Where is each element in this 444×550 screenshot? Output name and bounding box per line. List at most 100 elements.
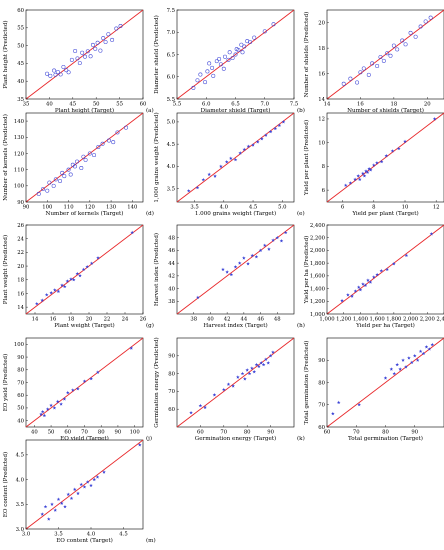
data-point xyxy=(40,298,45,302)
x-tick-label: 14 xyxy=(324,102,331,108)
data-point xyxy=(198,403,203,408)
x-tick-label: 5.5 xyxy=(173,102,181,108)
data-point xyxy=(39,412,43,416)
data-point xyxy=(69,496,74,500)
data-point xyxy=(89,261,94,265)
x-tick-label: 4.5 xyxy=(249,205,257,211)
y-tick-label: 40 xyxy=(17,418,24,424)
data-point xyxy=(390,149,395,153)
x-tick-label: 1,800 xyxy=(386,317,402,323)
data-point xyxy=(77,61,82,66)
data-point xyxy=(69,57,74,62)
data-point xyxy=(264,357,268,361)
data-point xyxy=(95,475,100,479)
y-axis-title: Harvest index (Predicted) xyxy=(153,233,160,306)
data-point xyxy=(221,267,225,272)
data-point xyxy=(428,15,433,20)
data-point xyxy=(89,483,93,488)
data-point xyxy=(221,66,226,71)
data-point xyxy=(201,177,206,182)
panel-label: (e) xyxy=(297,210,305,217)
y-tick-label: 110 xyxy=(14,167,25,173)
x-tick-label: 80 xyxy=(98,430,105,436)
y-axis-title: Number of shields (Predicted) xyxy=(303,12,310,98)
data-point xyxy=(186,188,191,193)
data-point xyxy=(367,166,371,171)
y-tick-label: 50 xyxy=(17,406,24,412)
data-point xyxy=(403,42,408,47)
x-tick-label: 3.5 xyxy=(190,205,198,211)
y-tick-label: 16 xyxy=(318,71,325,77)
data-point xyxy=(421,351,426,356)
data-point xyxy=(233,52,238,57)
y-tick-label: 22 xyxy=(17,250,24,256)
data-point xyxy=(250,253,255,258)
data-point xyxy=(62,284,67,289)
data-point xyxy=(103,40,108,45)
data-point xyxy=(213,174,217,178)
data-point xyxy=(219,164,223,168)
data-point xyxy=(378,55,383,60)
x-axis-title: Yield per ha (Target) xyxy=(355,322,415,329)
data-point xyxy=(100,141,105,146)
data-point xyxy=(413,34,418,39)
data-point xyxy=(48,73,53,78)
data-point xyxy=(52,288,57,292)
y-tick-label: 18 xyxy=(318,46,325,52)
y-tick-label: 18 xyxy=(17,278,24,284)
data-point xyxy=(370,61,375,66)
data-point xyxy=(379,159,384,164)
y-axis-title: Plant weight (Predicted) xyxy=(2,235,9,304)
x-tick-label: 16 xyxy=(357,102,364,108)
y-axis-title: Diameter shield (Predicted) xyxy=(153,15,160,94)
data-point xyxy=(231,384,235,388)
data-point xyxy=(355,80,360,85)
x-tick-label: 60 xyxy=(324,430,331,436)
identity-line xyxy=(25,9,144,100)
y-tick-label: 90 xyxy=(318,358,325,364)
data-point xyxy=(66,70,71,75)
y-axis-title: 1,000 grains weight (Predicted) xyxy=(153,112,160,202)
data-point xyxy=(268,353,273,358)
data-point xyxy=(366,278,370,282)
y-tick-label: 2,200 xyxy=(310,236,326,242)
data-point xyxy=(271,350,275,354)
y-tick-label: 70 xyxy=(17,380,24,386)
data-point xyxy=(96,145,101,149)
x-tick-label: 80 xyxy=(382,430,389,436)
data-point xyxy=(240,371,245,376)
y-tick-label: 10 xyxy=(318,140,325,146)
data-point xyxy=(45,407,50,411)
data-point xyxy=(252,35,257,40)
y-tick-label: 26 xyxy=(17,223,24,229)
y-tick-label: 7.0 xyxy=(167,30,176,36)
data-point xyxy=(71,277,76,282)
data-point xyxy=(418,24,423,29)
y-tick-label: 5.0 xyxy=(167,120,176,126)
data-point xyxy=(247,371,252,376)
data-point xyxy=(198,72,203,77)
y-axis-title: EO content (Predicted) xyxy=(2,452,9,518)
data-point xyxy=(356,173,361,178)
data-point xyxy=(404,253,409,258)
data-point xyxy=(40,409,45,414)
data-point xyxy=(395,362,400,367)
data-point xyxy=(358,287,363,292)
data-point xyxy=(395,47,400,52)
data-point xyxy=(63,504,67,509)
y-tick-label: 4.5 xyxy=(16,453,24,459)
data-point xyxy=(49,290,54,295)
data-point xyxy=(226,57,231,62)
data-point xyxy=(92,477,97,482)
data-point xyxy=(75,56,80,61)
data-point xyxy=(254,362,259,367)
y-tick-label: 100 xyxy=(14,342,25,348)
data-point xyxy=(363,283,368,287)
data-point xyxy=(47,180,52,185)
x-tick-label: 18 xyxy=(390,102,397,108)
y-tick-label: 42 xyxy=(168,274,175,280)
data-point xyxy=(72,164,77,169)
data-point xyxy=(348,76,353,81)
data-point xyxy=(242,44,247,49)
